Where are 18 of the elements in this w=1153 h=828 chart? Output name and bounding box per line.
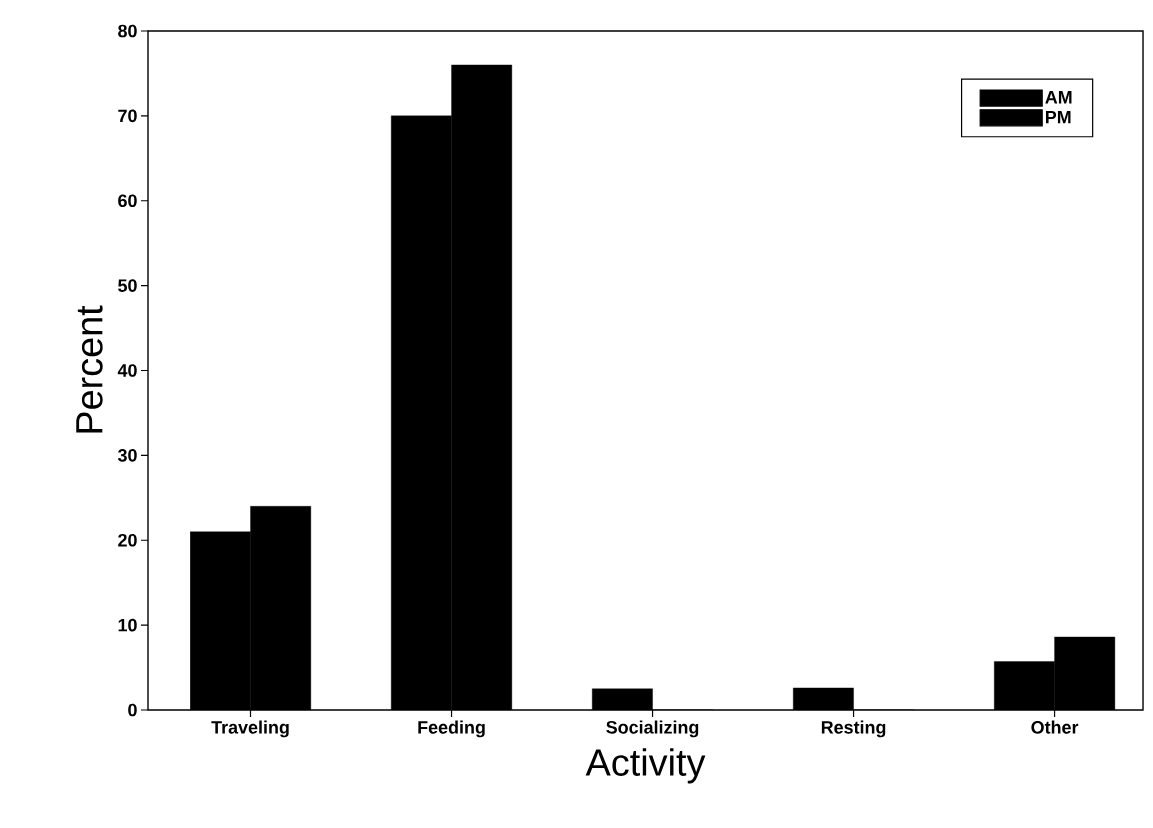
y-tick-label: 50: [118, 279, 137, 292]
y-tick-label: 60: [118, 194, 137, 208]
x-tick-label: Resting: [821, 720, 886, 738]
x-tick-label: Socializing: [606, 720, 699, 738]
y-tick-label: 10: [118, 618, 137, 632]
x-tick-label: Traveling: [211, 720, 289, 738]
legend-label: PM: [1045, 110, 1071, 124]
y-tick-label: 70: [118, 109, 137, 123]
x-tick-label: Feeding: [418, 720, 485, 738]
y-axis-title: Percent: [76, 305, 103, 433]
y-tick-label: 20: [118, 533, 137, 547]
y-tick-label: 80: [118, 24, 137, 38]
legend-label: AM: [1045, 91, 1072, 104]
x-axis-title: Activity: [585, 748, 706, 784]
x-tick-label: Other: [1031, 720, 1079, 734]
y-tick-label: 0: [128, 703, 137, 717]
y-tick-label: 30: [117, 449, 137, 462]
y-tick-label: 40: [117, 364, 137, 377]
